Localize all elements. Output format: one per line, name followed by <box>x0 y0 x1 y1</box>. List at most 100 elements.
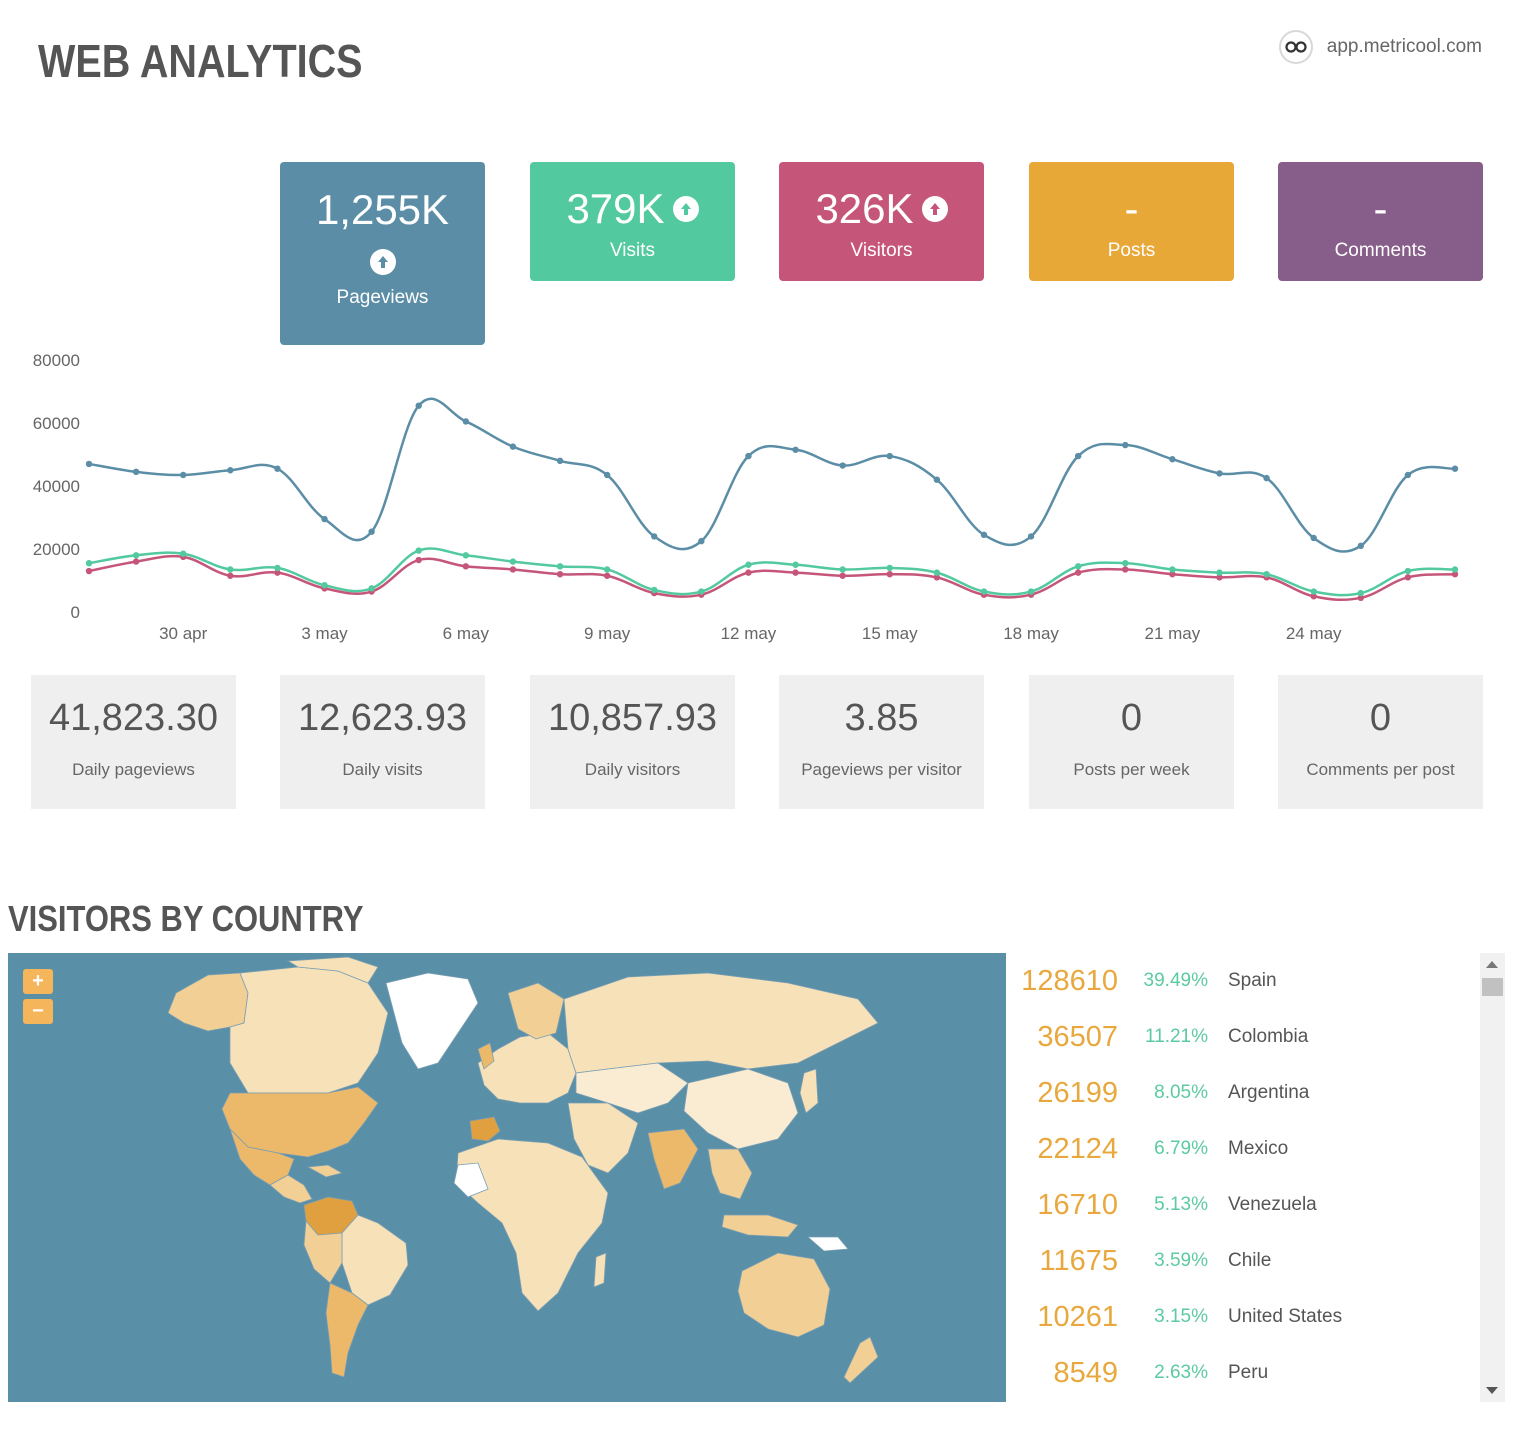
data-point-pageviews[interactable] <box>180 471 187 479</box>
data-point-visits[interactable] <box>698 588 705 595</box>
data-point-visits[interactable] <box>85 559 93 567</box>
data-point-visitors[interactable] <box>1451 571 1459 578</box>
data-point-pageviews[interactable] <box>368 528 375 535</box>
data-point-visitors[interactable] <box>227 572 234 579</box>
data-point-visits[interactable] <box>180 550 187 557</box>
data-point-visitors[interactable] <box>1357 594 1364 602</box>
list-item: 128610 39.49% Spain <box>1006 953 1476 1009</box>
data-point-pageviews[interactable] <box>321 515 328 523</box>
brand[interactable]: app.metricool.com <box>1278 30 1482 64</box>
country-name: Mexico <box>1228 1138 1289 1159</box>
data-point-pageviews[interactable] <box>462 418 470 425</box>
data-point-visitors[interactable] <box>933 574 941 581</box>
data-point-pageviews[interactable] <box>415 402 422 409</box>
data-point-pageviews[interactable] <box>698 537 705 545</box>
data-point-visitors[interactable] <box>745 569 752 576</box>
data-point-visitors[interactable] <box>1216 574 1223 581</box>
data-point-pageviews[interactable] <box>85 460 93 468</box>
data-point-visits[interactable] <box>1404 567 1412 575</box>
zoom-in-button[interactable]: + <box>23 969 53 994</box>
data-point-visits[interactable] <box>792 561 799 568</box>
data-point-pageviews[interactable] <box>886 452 893 460</box>
x-tick-label: 21 may <box>1145 624 1201 643</box>
data-point-visits[interactable] <box>1357 589 1364 597</box>
stat-label: Posts per week <box>1073 760 1190 779</box>
data-point-visits[interactable] <box>933 569 941 576</box>
data-point-visits[interactable] <box>1027 588 1035 595</box>
scroll-down-icon[interactable] <box>1486 1387 1498 1394</box>
data-point-pageviews[interactable] <box>1074 452 1082 460</box>
data-point-pageviews[interactable] <box>933 476 941 483</box>
data-point-visits[interactable] <box>1310 588 1317 595</box>
data-point-pageviews[interactable] <box>1216 470 1223 477</box>
map-region-greenland <box>385 972 479 1070</box>
data-point-pageviews[interactable] <box>274 465 281 472</box>
data-point-pageviews[interactable] <box>651 533 658 540</box>
data-point-visitors[interactable] <box>1122 566 1129 573</box>
data-point-visitors[interactable] <box>509 566 517 573</box>
data-point-pageviews[interactable] <box>745 452 752 460</box>
data-point-pageviews[interactable] <box>980 531 988 539</box>
data-point-visits[interactable] <box>227 566 234 573</box>
data-point-pageviews[interactable] <box>132 468 140 476</box>
data-point-visits[interactable] <box>603 566 611 573</box>
scroll-thumb[interactable] <box>1482 978 1503 996</box>
zoom-out-button[interactable]: − <box>23 999 53 1024</box>
data-point-visitors[interactable] <box>1074 569 1082 576</box>
world-map[interactable]: + − <box>8 953 1006 1402</box>
data-point-visits[interactable] <box>368 585 375 592</box>
data-point-visitors[interactable] <box>839 572 846 579</box>
data-point-pageviews[interactable] <box>227 467 234 474</box>
data-point-visits[interactable] <box>274 564 281 572</box>
data-point-pageviews[interactable] <box>1310 534 1317 542</box>
data-point-visits[interactable] <box>1074 563 1082 570</box>
data-point-visits[interactable] <box>651 586 658 594</box>
data-point-visitors[interactable] <box>556 571 564 578</box>
data-point-visitors[interactable] <box>462 563 470 570</box>
data-point-pageviews[interactable] <box>1027 533 1035 540</box>
data-point-pageviews[interactable] <box>556 457 564 464</box>
data-point-visits[interactable] <box>886 564 893 572</box>
data-point-visitors[interactable] <box>1404 574 1412 581</box>
scroll-up-icon[interactable] <box>1486 961 1498 968</box>
x-tick-label: 30 apr <box>159 624 208 643</box>
data-point-pageviews[interactable] <box>792 446 799 453</box>
data-point-pageviews[interactable] <box>1263 474 1270 482</box>
data-point-visits[interactable] <box>1122 559 1129 567</box>
data-point-pageviews[interactable] <box>839 462 846 469</box>
data-point-visits[interactable] <box>415 547 422 554</box>
data-point-visits[interactable] <box>839 566 846 573</box>
data-point-pageviews[interactable] <box>1357 542 1364 550</box>
data-point-visits[interactable] <box>556 563 564 570</box>
data-point-pageviews[interactable] <box>1404 471 1412 479</box>
data-point-visitors[interactable] <box>1169 571 1176 578</box>
country-percent: 6.79% <box>1154 1138 1208 1159</box>
data-point-visitors[interactable] <box>1310 593 1317 600</box>
data-point-pageviews[interactable] <box>603 471 611 479</box>
data-point-pageviews[interactable] <box>1451 465 1459 472</box>
data-point-visitors[interactable] <box>603 572 611 579</box>
data-point-visits[interactable] <box>980 588 988 595</box>
data-point-visits[interactable] <box>1263 571 1270 578</box>
data-point-pageviews[interactable] <box>509 443 517 450</box>
data-point-visits[interactable] <box>745 561 752 568</box>
country-list[interactable]: 128610 39.49% Spain 36507 11.21% Colombi… <box>1006 953 1484 1402</box>
data-point-visits[interactable] <box>1169 566 1176 573</box>
data-point-visits[interactable] <box>1451 566 1459 573</box>
kpi-visits-value-row: 379K <box>530 188 735 230</box>
data-point-visitors[interactable] <box>85 567 93 575</box>
data-point-visits[interactable] <box>462 552 470 559</box>
data-point-pageviews[interactable] <box>1169 456 1176 463</box>
data-point-visits[interactable] <box>321 582 328 589</box>
data-point-pageviews[interactable] <box>1122 441 1129 449</box>
data-point-visitors[interactable] <box>792 569 799 576</box>
data-point-visits[interactable] <box>132 552 140 559</box>
data-point-visits[interactable] <box>1216 569 1223 576</box>
country-list-scrollbar[interactable] <box>1480 953 1505 1402</box>
data-point-visitors[interactable] <box>886 571 893 578</box>
data-point-visits[interactable] <box>509 558 517 565</box>
data-point-visitors[interactable] <box>274 569 281 576</box>
data-point-visitors[interactable] <box>132 558 140 565</box>
data-point-visitors[interactable] <box>415 556 422 564</box>
list-item: 10261 3.15% United States <box>1006 1289 1476 1345</box>
